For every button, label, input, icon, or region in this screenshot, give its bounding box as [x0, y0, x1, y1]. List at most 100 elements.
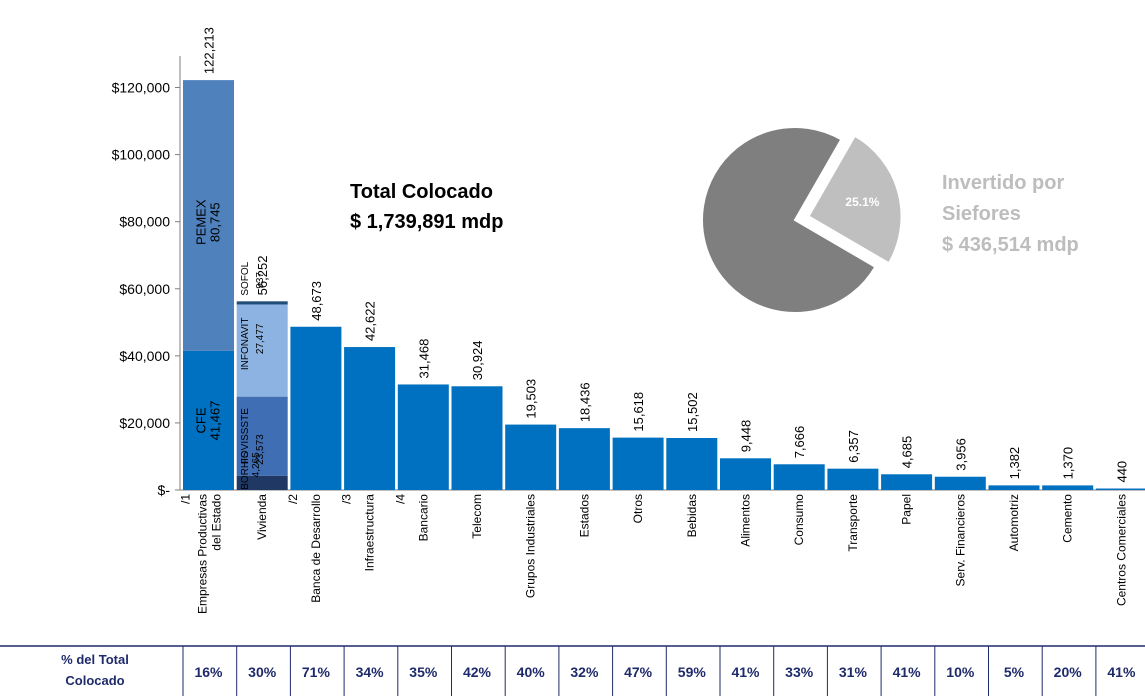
pct-cell: 32%	[570, 664, 599, 680]
bar-value-label: 9,448	[739, 420, 754, 453]
stack-segment-label: 27,477	[255, 323, 266, 354]
bar-segment	[183, 350, 234, 490]
pct-cell: 20%	[1054, 664, 1083, 680]
bar-segment	[236, 475, 288, 490]
category-label: Serv. Financieros	[953, 494, 967, 586]
pct-cell: 47%	[624, 664, 653, 680]
bar-value-label: 15,502	[685, 392, 700, 432]
stack-segment-label: 80,745	[208, 202, 223, 242]
category-label: Telecom	[470, 494, 484, 539]
bar	[1095, 488, 1145, 490]
bar-value-label: 48,673	[309, 281, 324, 321]
bar-value-label: 15,618	[631, 392, 646, 432]
stack-segment-label: BORHIS	[240, 451, 251, 490]
category-label: Bancario	[416, 494, 430, 542]
pie-slice	[807, 134, 903, 265]
category-label: Centros Comerciales	[1114, 494, 1128, 606]
category-footnote: /1	[179, 494, 193, 504]
category-label: Banca de Desarrollo	[309, 494, 323, 603]
bar-segment	[236, 301, 288, 305]
category-label: Empresas Productivasdel Estado	[196, 494, 224, 614]
category-label: Bebidas	[685, 494, 699, 537]
pie-chart: 25.1%	[701, 126, 903, 314]
pct-cell: 41%	[893, 664, 922, 680]
total-amount: $ 1,739,891 mdp	[350, 211, 503, 233]
value-labels-group: 122,213 56,252 48,673 42,622 31,468 30,924 19,…	[194, 27, 1130, 490]
pct-cell: 71%	[302, 664, 331, 680]
pct-cell: 33%	[785, 664, 814, 680]
total-title: Total Colocado	[350, 181, 493, 203]
category-label: Papel	[900, 494, 914, 525]
category-label-line: Empresas Productivas	[196, 494, 210, 614]
y-tick-label: $80,000	[119, 214, 170, 230]
stack-segment-label: FOVISSSTE	[240, 408, 251, 464]
bar-value-label: 7,666	[792, 426, 807, 459]
category-label: Grupos Industriales	[524, 494, 538, 598]
category-label: Transporte	[846, 494, 860, 552]
y-tick-label: $-	[158, 482, 171, 498]
bar-value-label: 56,252	[255, 256, 270, 296]
bar-value-label: 1,370	[1061, 447, 1076, 480]
category-label: Automotriz	[1007, 494, 1021, 551]
bar-value-label: 30,924	[470, 341, 485, 381]
bar-value-label: 1,382	[1007, 447, 1022, 480]
pct-cell: 5%	[1004, 664, 1025, 680]
pct-cell: 59%	[678, 664, 707, 680]
y-tick-label: $60,000	[119, 281, 170, 297]
pct-cell: 10%	[946, 664, 975, 680]
y-tick-label: $40,000	[119, 348, 170, 364]
bar	[827, 468, 879, 490]
category-label: Otros	[631, 494, 645, 523]
pct-cell: 35%	[409, 664, 438, 680]
bar-segment	[236, 396, 288, 476]
bar-value-label: 440	[1114, 461, 1129, 483]
y-tick-label: $100,000	[112, 147, 171, 163]
stack-segment-label: 23,573	[255, 434, 266, 465]
pct-table: % del Total Colocado 16% 30% 71% 34% 35% 42% 4…	[0, 645, 1145, 696]
bar	[934, 476, 986, 490]
siefores-caption: Invertido por Siefores $ 436,514 mdp	[942, 172, 1079, 256]
bar	[666, 438, 718, 490]
category-labels-group: Empresas Productivasdel Estado/1 Vivienda…	[179, 494, 1129, 614]
stack-segment-label: 41,467	[208, 401, 223, 441]
bar	[344, 347, 396, 490]
category-label: Consumo	[792, 494, 806, 546]
pct-title-line-2: Colocado	[65, 673, 124, 688]
pct-cell: 34%	[356, 664, 385, 680]
pct-cell: 41%	[731, 664, 760, 680]
siefores-line-3: $ 436,514 mdp	[942, 234, 1079, 256]
category-label-line: del Estado	[210, 494, 224, 551]
siefores-line-1: Invertido por	[942, 172, 1064, 194]
stack-segment-label: 937	[255, 272, 266, 289]
bar	[881, 474, 933, 490]
y-tick-label: $120,000	[112, 80, 171, 96]
pie-slice	[701, 126, 877, 314]
bar	[505, 424, 557, 490]
pct-title-line-1: % del Total	[61, 652, 129, 667]
pie-slice-label: 25.1%	[845, 195, 879, 209]
stack-segment-label: 4,265	[251, 452, 262, 477]
bar	[1042, 485, 1094, 490]
bar-value-label: 42,622	[363, 301, 378, 341]
pct-cell: 31%	[839, 664, 868, 680]
category-label: Alimentos	[739, 494, 753, 547]
stack-segment-label: PEMEX	[194, 199, 209, 245]
bar-value-label: 6,357	[846, 430, 861, 463]
bar	[612, 437, 664, 490]
bar	[290, 326, 342, 490]
bar-segment	[183, 80, 234, 351]
pct-cell: 42%	[463, 664, 492, 680]
bar	[451, 386, 503, 490]
pct-cell: 40%	[517, 664, 546, 680]
bar-segment	[236, 304, 288, 397]
bar	[773, 464, 825, 490]
bar	[988, 485, 1040, 490]
stack-segment-label: CFE	[194, 407, 209, 433]
category-label: Vivienda	[255, 494, 269, 540]
category-label: Cemento	[1061, 494, 1075, 543]
category-footnote: /4	[393, 494, 407, 504]
bar-value-label: 4,685	[900, 436, 915, 469]
bar-value-label: 19,503	[524, 379, 539, 419]
category-label: Infraestructura	[363, 494, 377, 572]
category-footnote: /3	[340, 494, 354, 504]
